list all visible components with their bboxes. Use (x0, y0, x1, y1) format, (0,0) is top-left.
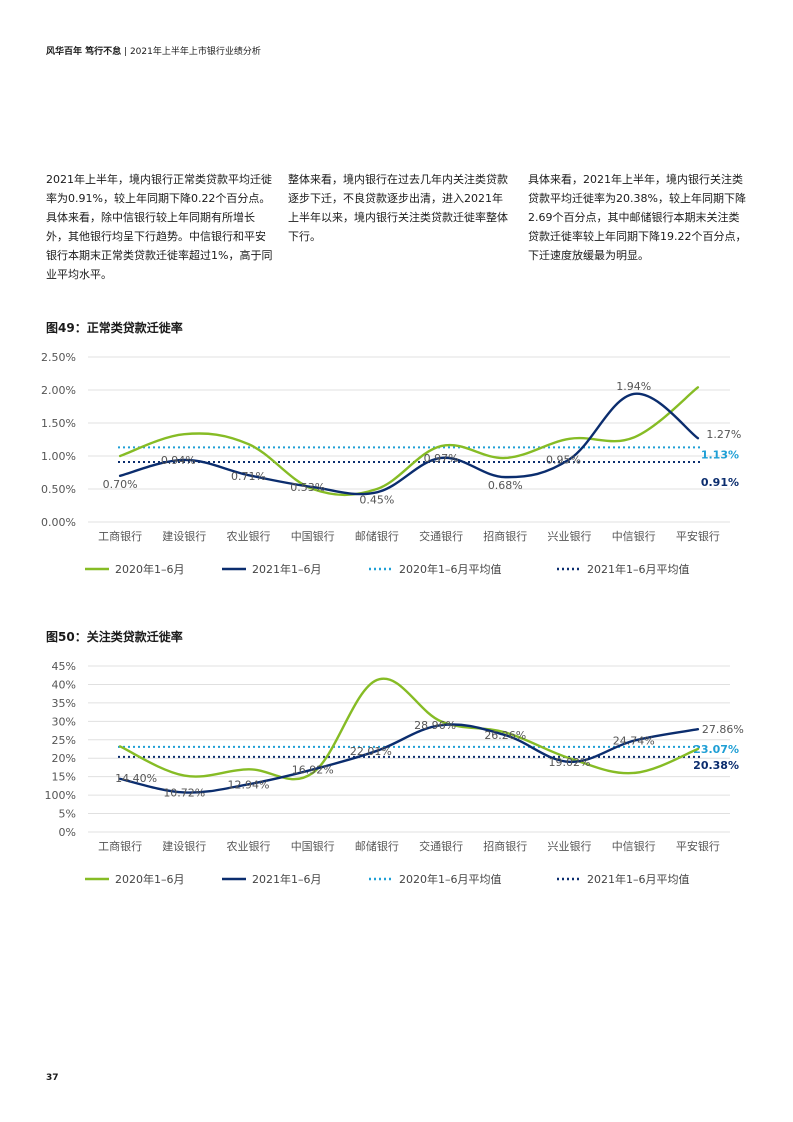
y-tick-label: 0% (59, 826, 76, 839)
series-title: 风华百年 笃行不怠 (46, 47, 122, 57)
data-label: 0.95% (546, 453, 581, 466)
x-tick-label: 邮储银行 (355, 839, 399, 853)
y-tick-label: 40% (52, 678, 76, 691)
data-label: 26.26% (484, 729, 526, 742)
x-tick-label: 邮储银行 (355, 529, 399, 543)
x-tick-label: 中国银行 (291, 839, 335, 853)
data-label: 1.27% (706, 428, 741, 441)
y-tick-label: 1.50% (41, 417, 76, 430)
data-label: 14.40% (115, 772, 157, 785)
x-tick-label: 中信银行 (612, 529, 656, 543)
legend-2020-label: 2020年1–6月 (115, 562, 185, 576)
avg-2020-label: 1.13% (701, 448, 739, 461)
legend-2021-avg-label: 2021年1–6月平均值 (587, 562, 690, 576)
paragraph-2: 整体来看，境内银行在过去几年内关注类贷款逐步下迁，不良贷款逐步出清，进入2021… (288, 173, 508, 243)
figure-50-chart: 0% 5% 100% 15% 20% 25% 30% 35% 40% 45% 工商银行 建设银行 农业银… (45, 660, 744, 886)
x-tick-label: 建设银行 (162, 529, 206, 543)
x-tick-label: 招商银行 (483, 839, 527, 853)
y-tick-label: 45% (52, 660, 76, 673)
data-label: 16.92% (292, 764, 334, 777)
data-label: 12.94% (228, 778, 270, 791)
x-tick-label: 中信银行 (612, 839, 656, 853)
legend-2021-avg-label: 2021年1–6月平均值 (587, 872, 690, 886)
legend-2021-label: 2021年1–6月 (252, 872, 322, 886)
series-2020-line (118, 386, 700, 497)
series-2021-line (118, 723, 700, 794)
x-tick-label: 兴业银行 (548, 839, 592, 853)
figure-49-chart: 0.00% 0.50% 1.00% 1.50% 2.00% 2.50% 工商银行 建设银行 农业… (41, 351, 741, 576)
y-tick-label: 5% (59, 808, 76, 821)
doc-title: 2021年上半年上市银行业绩分析 (129, 47, 261, 57)
data-label: 0.97% (424, 452, 459, 465)
data-label: 0.45% (359, 493, 394, 506)
x-tick-label: 建设银行 (162, 839, 206, 853)
data-label: 28.96% (414, 719, 456, 732)
data-label: 0.94% (161, 454, 196, 467)
avg-2020-label: 23.07% (693, 743, 739, 756)
data-label: 24.74% (613, 735, 655, 748)
data-label: 10.72% (163, 786, 205, 799)
legend-2020-label: 2020年1–6月 (115, 872, 185, 886)
figure-49-title: 图49：正常类贷款迁徙率 (46, 321, 183, 335)
paragraph-1: 2021年上半年，境内银行正常类贷款平均迁徙率为0.91%，较上年同期下降0.2… (46, 173, 273, 281)
x-tick-label: 招商银行 (483, 529, 527, 543)
avg-2021-label: 0.91% (701, 476, 739, 489)
legend-2020-avg-label: 2020年1–6月平均值 (399, 872, 502, 886)
header-separator: | (124, 47, 128, 57)
data-label: 1.94% (616, 380, 651, 393)
figure-50-title: 图50：关注类贷款迁徙率 (46, 630, 183, 644)
series-2021-line (118, 392, 700, 496)
x-tick-label: 交通银行 (419, 529, 463, 543)
x-tick-label: 农业银行 (227, 839, 271, 853)
y-tick-label: 0.00% (41, 516, 76, 529)
legend-2020-avg-label: 2020年1–6月平均值 (399, 562, 502, 576)
running-header: 风华百年 笃行不怠 | 2021年上半年上市银行业绩分析 (46, 44, 261, 57)
x-tick-label: 中国银行 (291, 529, 335, 543)
y-tick-label: 25% (52, 734, 76, 747)
x-tick-label: 平安银行 (676, 529, 720, 543)
data-label: 0.71% (231, 470, 266, 483)
x-tick-label: 交通银行 (419, 839, 463, 853)
x-tick-label: 工商银行 (98, 839, 142, 853)
x-tick-label: 农业银行 (227, 529, 271, 543)
y-tick-label: 100% (45, 789, 76, 802)
page-number: 37 (46, 1073, 59, 1083)
x-tick-label: 平安银行 (676, 839, 720, 853)
avg-2021-label: 20.38% (693, 759, 739, 772)
data-label: 0.53% (290, 481, 325, 494)
series-2020-line (118, 677, 700, 781)
y-tick-label: 30% (52, 715, 76, 728)
data-label: 27.86% (702, 723, 744, 736)
data-label: 0.70% (103, 478, 138, 491)
y-tick-label: 20% (52, 752, 76, 765)
paragraph-3: 具体来看，2021年上半年，境内银行关注类贷款平均迁徙率为20.38%，较上年同… (528, 173, 747, 262)
y-tick-label: 0.50% (41, 483, 76, 496)
y-tick-label: 15% (52, 771, 76, 784)
y-tick-label: 35% (52, 697, 76, 710)
data-label: 22.01% (350, 745, 392, 758)
legend-2021-label: 2021年1–6月 (252, 562, 322, 576)
x-tick-label: 工商银行 (98, 529, 142, 543)
y-tick-label: 2.00% (41, 384, 76, 397)
x-tick-label: 兴业银行 (548, 529, 592, 543)
y-tick-label: 2.50% (41, 351, 76, 364)
data-label: 19.02% (549, 756, 591, 769)
data-label: 0.68% (488, 479, 523, 492)
y-tick-label: 1.00% (41, 450, 76, 463)
